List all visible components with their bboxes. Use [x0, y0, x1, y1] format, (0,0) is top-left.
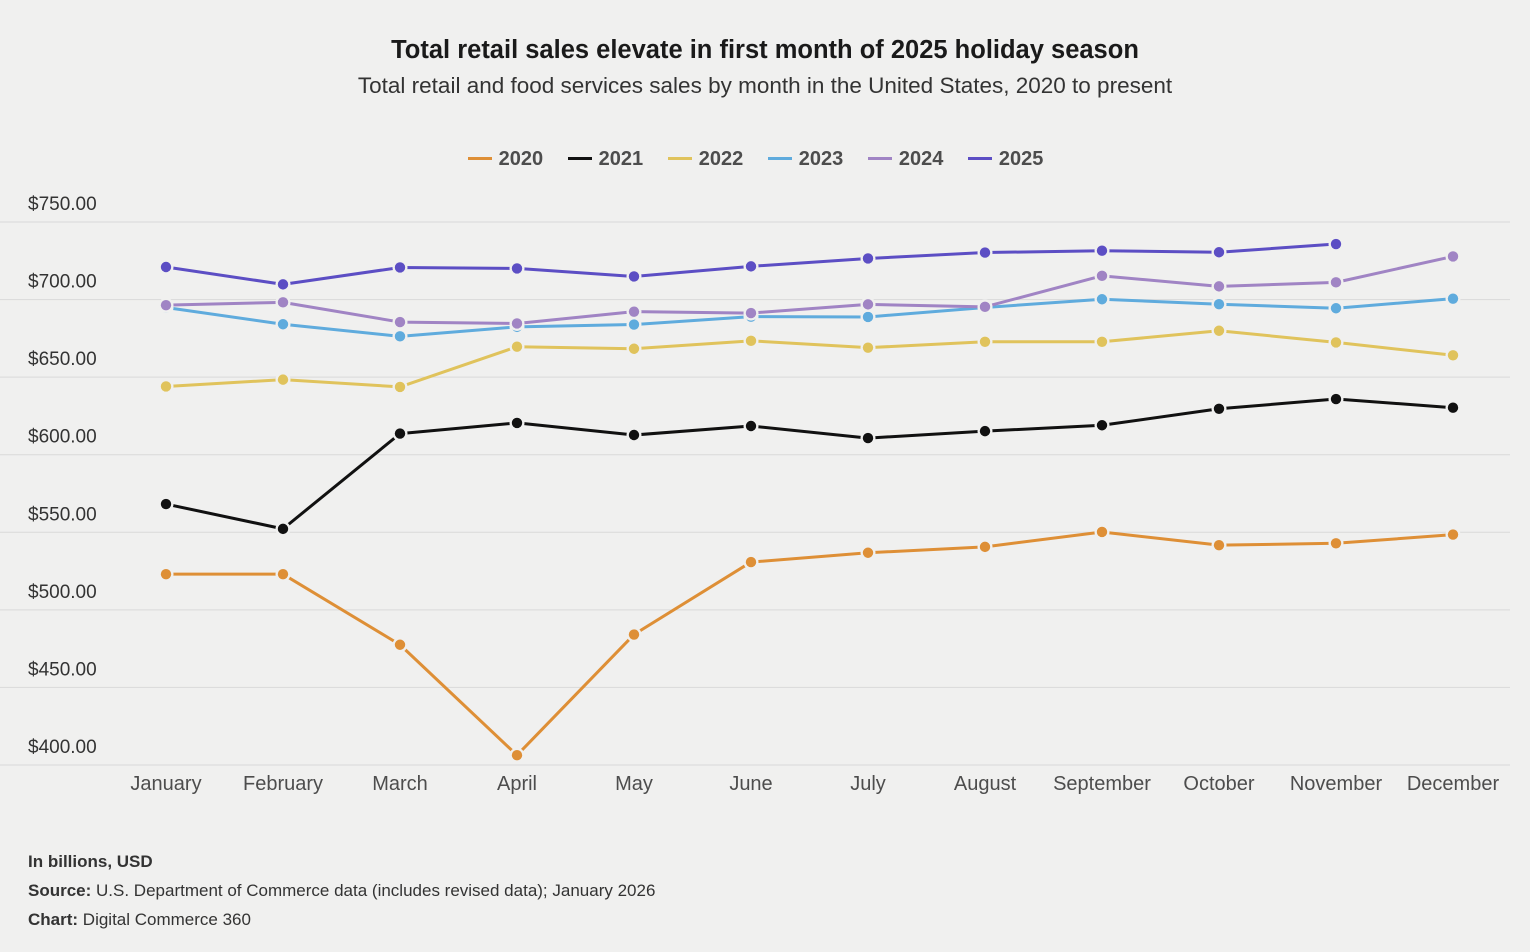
svg-text:April: April	[497, 773, 537, 795]
svg-text:$450.00: $450.00	[28, 659, 97, 680]
svg-text:August: August	[954, 773, 1017, 795]
svg-text:$400.00: $400.00	[28, 737, 97, 758]
svg-text:$600.00: $600.00	[28, 427, 97, 448]
svg-text:November: November	[1290, 773, 1383, 795]
svg-text:September: September	[1053, 773, 1151, 795]
svg-text:$700.00: $700.00	[28, 272, 97, 293]
svg-text:$550.00: $550.00	[28, 504, 97, 525]
svg-text:July: July	[850, 773, 886, 795]
svg-text:$500.00: $500.00	[28, 582, 97, 603]
svg-text:October: October	[1183, 773, 1254, 795]
svg-text:March: March	[372, 773, 428, 795]
svg-text:February: February	[243, 773, 323, 795]
svg-text:June: June	[729, 773, 772, 795]
svg-text:January: January	[130, 773, 201, 795]
svg-text:December: December	[1407, 773, 1500, 795]
svg-text:May: May	[615, 773, 653, 795]
svg-text:$750.00: $750.00	[28, 194, 97, 215]
svg-text:$650.00: $650.00	[28, 349, 97, 370]
